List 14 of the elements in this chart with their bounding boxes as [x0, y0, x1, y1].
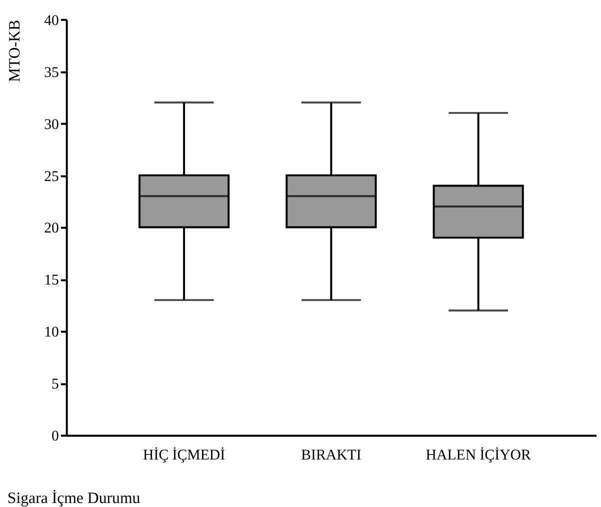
y-tick-label: 10 — [44, 324, 59, 341]
x-tick-label: BIRAKTI — [301, 447, 362, 464]
y-axis-title: MTO-KB — [6, 20, 24, 82]
x-axis-title: Sigara İçme Durumu — [7, 489, 140, 507]
y-tick-label: 0 — [51, 428, 59, 445]
y-tick-label: 15 — [44, 272, 59, 289]
y-tick-label: 35 — [44, 64, 59, 81]
y-tick-label: 5 — [51, 376, 59, 393]
y-tick-label: 40 — [44, 12, 59, 29]
y-tick-label: 30 — [44, 116, 59, 133]
y-tick-label: 20 — [44, 220, 59, 237]
x-tick-label: HALEN İÇİYOR — [426, 446, 531, 464]
y-tick-label: 25 — [44, 168, 59, 185]
x-tick-label: HİÇ İÇMEDİ — [143, 446, 226, 464]
